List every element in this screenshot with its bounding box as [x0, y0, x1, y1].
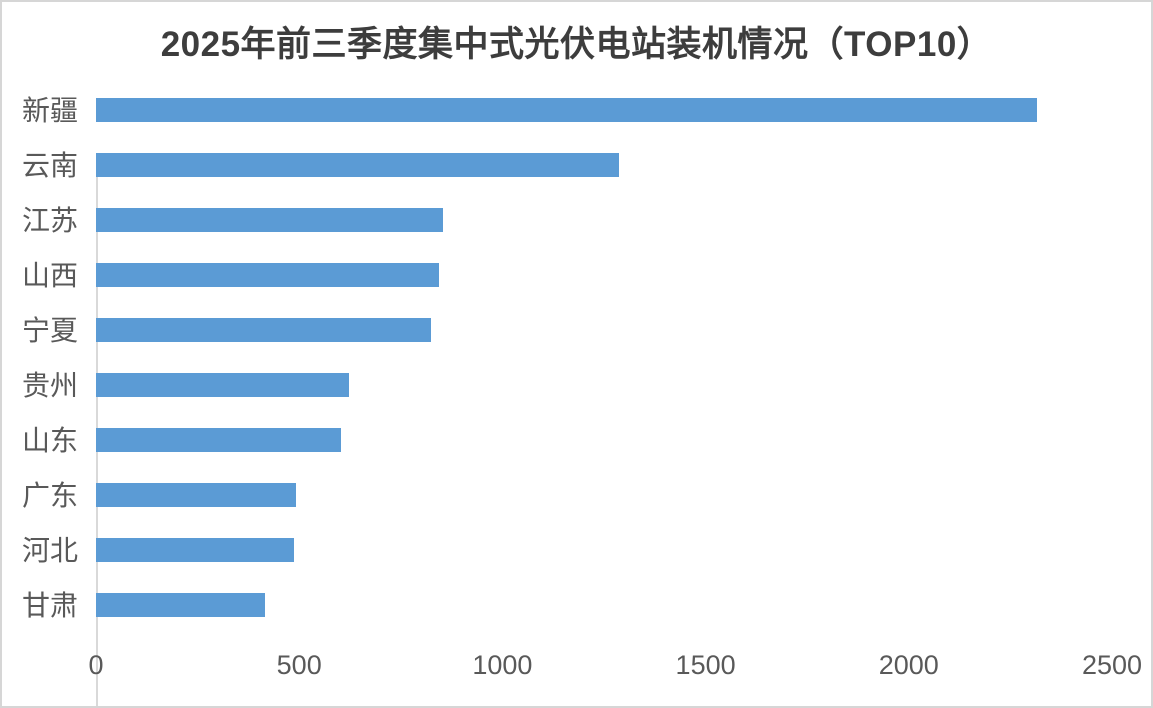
- bar-row: 云南: [2, 138, 1151, 193]
- category-label: 宁夏: [21, 315, 78, 346]
- bar-row: 山西: [2, 248, 1151, 303]
- bar-track: [96, 593, 1112, 617]
- bar: [96, 208, 444, 232]
- category-label: 河北: [21, 535, 78, 566]
- bar: [96, 263, 439, 287]
- bar: [96, 153, 619, 177]
- x-tick-label: 1500: [675, 650, 736, 680]
- bar: [96, 98, 1037, 122]
- bar: [96, 373, 350, 397]
- bar-track: [96, 208, 1112, 232]
- bar-row: 贵州: [2, 358, 1151, 413]
- bar-track: [96, 318, 1112, 342]
- bar-row: 广东: [2, 468, 1151, 523]
- x-tick-label: 500: [276, 650, 322, 680]
- category-label: 贵州: [21, 370, 78, 401]
- bar-row: 宁夏: [2, 303, 1151, 358]
- category-label: 江苏: [21, 205, 78, 236]
- x-tick-label: 0: [88, 650, 104, 680]
- bar-row: 甘肃: [2, 578, 1151, 633]
- x-tick-label: 2000: [878, 650, 939, 680]
- bar-row: 山东: [2, 413, 1151, 468]
- bar-row: 新疆: [2, 83, 1151, 138]
- bar-track: [96, 98, 1112, 122]
- bar: [96, 593, 265, 617]
- chart-title: 2025年前三季度集中式光伏电站装机情况（TOP10）: [160, 25, 993, 64]
- bar-row: 江苏: [2, 193, 1151, 248]
- bar: [96, 483, 296, 507]
- bar-row: 河北: [2, 523, 1151, 578]
- category-label: 广东: [21, 480, 78, 511]
- bar: [96, 538, 294, 562]
- category-label: 山东: [21, 425, 78, 456]
- category-label: 山西: [21, 260, 78, 291]
- bar: [96, 318, 431, 342]
- bar-track: [96, 428, 1112, 452]
- bar: [96, 428, 341, 452]
- x-axis-tick-labels: 0 500 1000 1500 2000 2500: [2, 648, 1151, 682]
- x-tick-label: 2500: [1081, 650, 1143, 680]
- plot-area: 新疆云南江苏山西宁夏贵州山东广东河北甘肃: [2, 83, 1151, 706]
- category-label: 云南: [21, 150, 78, 181]
- bar-track: [96, 153, 1112, 177]
- bar-track: [96, 373, 1112, 397]
- category-label: 甘肃: [21, 590, 78, 621]
- bar-track: [96, 538, 1112, 562]
- x-tick-label: 1000: [472, 650, 533, 680]
- bar-track: [96, 263, 1112, 287]
- bar-track: [96, 483, 1112, 507]
- category-label: 新疆: [21, 95, 78, 126]
